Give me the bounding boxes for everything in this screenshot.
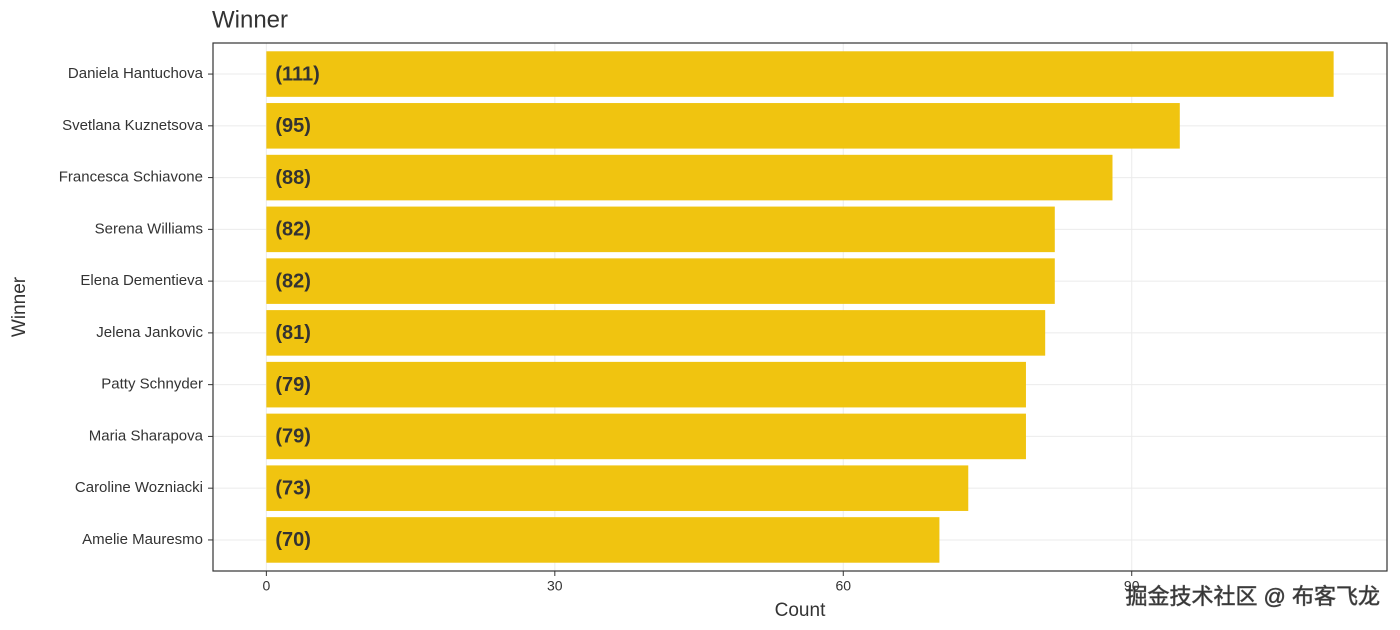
- bar: [266, 361, 1026, 408]
- x-tick-label: 90: [1124, 578, 1140, 594]
- y-tick-label: Caroline Wozniacki: [75, 479, 203, 496]
- bar: [266, 413, 1026, 460]
- value-label: (82): [275, 219, 311, 241]
- chart-title: Winner: [212, 6, 288, 33]
- value-label: (79): [275, 426, 311, 448]
- value-label: (70): [275, 529, 311, 551]
- x-tick-label: 0: [262, 578, 270, 594]
- bar: [266, 310, 1046, 356]
- bar: [266, 206, 1055, 253]
- y-tick-label: Elena Dementieva: [80, 272, 203, 289]
- y-tick-label: Patty Schnyder: [101, 376, 203, 393]
- value-label: (79): [275, 374, 311, 396]
- y-axis-label: Winner: [9, 276, 30, 337]
- value-label: (88): [275, 167, 311, 189]
- plot-border: [212, 42, 1388, 572]
- y-tick-label: Francesca Schiavone: [59, 169, 203, 186]
- y-tick-label: Maria Sharapova: [89, 427, 204, 444]
- value-label: (111): [275, 63, 319, 85]
- bar: [266, 154, 1113, 201]
- bar: [266, 51, 1334, 97]
- value-label: (81): [275, 322, 311, 344]
- value-label: (73): [275, 477, 311, 499]
- bar: [266, 103, 1180, 149]
- y-tick-label: Serena Williams: [95, 220, 203, 237]
- y-tick-label: Jelena Jankovic: [96, 324, 203, 341]
- x-tick-label: 60: [835, 578, 851, 594]
- y-tick-label: Svetlana Kuznetsova: [62, 117, 204, 134]
- value-label: (95): [275, 115, 311, 137]
- x-axis-label: Count: [775, 600, 826, 621]
- bar: [266, 517, 940, 563]
- watermark: 掘金技术社区 @ 布客飞龙: [1125, 584, 1380, 609]
- value-label: (82): [275, 270, 311, 292]
- bar: [266, 465, 969, 511]
- y-tick-label: Daniela Hantuchova: [68, 65, 204, 82]
- x-tick-label: 30: [547, 578, 563, 594]
- bar: [266, 258, 1055, 304]
- y-tick-label: Amelie Mauresmo: [82, 531, 203, 548]
